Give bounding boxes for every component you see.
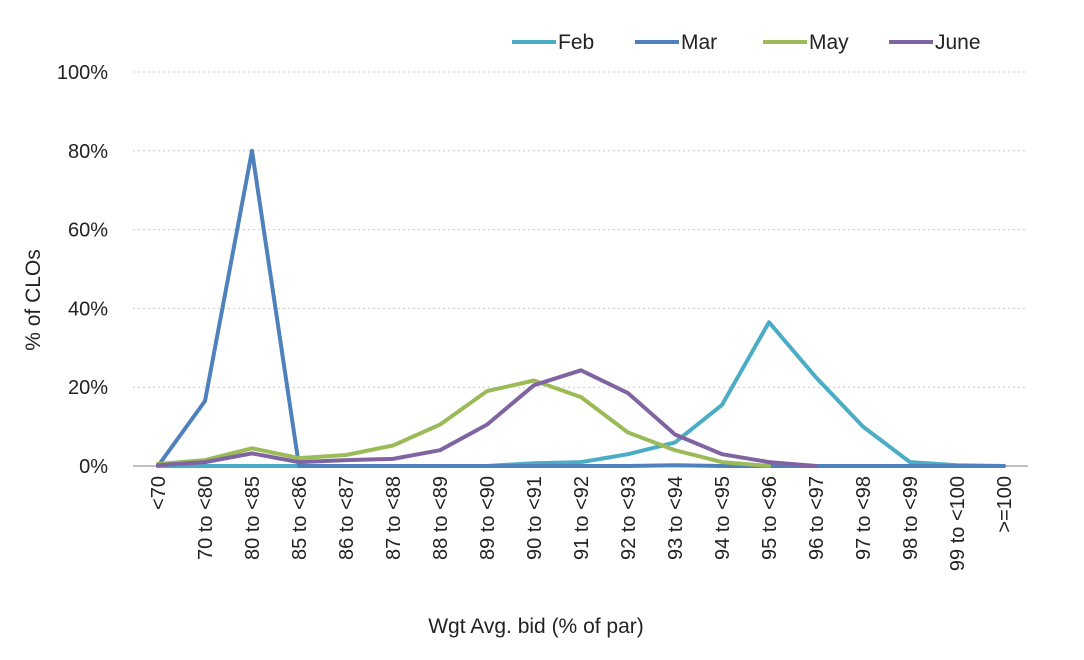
x-tick-label: 94 to <95: [712, 476, 734, 560]
x-tick-label: 93 to <94: [665, 476, 687, 560]
y-tick-label: 100%: [57, 62, 108, 84]
y-axis-ticks: 0% 20% 40% 60% 80% 100%: [57, 62, 108, 478]
series-line-mar: [156, 148, 1006, 468]
x-tick-label: 87 to <88: [383, 476, 405, 560]
x-tick-label: 80 to <85: [242, 476, 264, 560]
legend-label-feb: Feb: [558, 31, 594, 54]
x-tick-label: 98 to <99: [900, 476, 922, 560]
series-line-may: [156, 378, 771, 468]
x-tick-label: 88 to <89: [430, 476, 452, 560]
x-tick-label: >=100: [994, 476, 1016, 533]
x-tick-label: 91 to <92: [571, 476, 593, 560]
y-tick-label: 80%: [68, 141, 108, 163]
gridlines: [133, 71, 1028, 388]
legend-label-mar: Mar: [681, 31, 717, 54]
x-tick-label: 90 to <91: [524, 476, 546, 560]
x-axis-title: Wgt Avg. bid (% of par): [428, 615, 644, 638]
legend-label-june: June: [935, 31, 981, 54]
series-line-june: [156, 368, 818, 468]
legend-label-may: May: [809, 31, 849, 54]
y-axis-title: % of CLOs: [22, 249, 45, 351]
legend: Feb Mar May June: [512, 31, 981, 54]
x-tick-label: 95 to <96: [759, 476, 781, 560]
x-tick-label: 92 to <93: [618, 476, 640, 560]
x-tick-label: 70 to <80: [195, 476, 217, 560]
x-tick-label: 96 to <97: [806, 476, 828, 560]
x-axis-ticks: <70 70 to <80 80 to <85 85 to <86 86 to <87 8…: [148, 476, 1016, 571]
series-lines: [156, 148, 1006, 468]
x-tick-label: 86 to <87: [336, 476, 358, 560]
y-tick-label: 0%: [79, 456, 108, 478]
series-line-feb: [156, 320, 1006, 468]
y-tick-label: 40%: [68, 298, 108, 320]
x-tick-label: 97 to <98: [853, 476, 875, 560]
y-tick-label: 60%: [68, 220, 108, 242]
x-tick-label: 99 to <100: [947, 476, 969, 571]
x-tick-label: 85 to <86: [289, 476, 311, 560]
x-tick-label: 89 to <90: [477, 476, 499, 560]
x-tick-label: <70: [148, 476, 170, 510]
y-tick-label: 20%: [68, 377, 108, 399]
